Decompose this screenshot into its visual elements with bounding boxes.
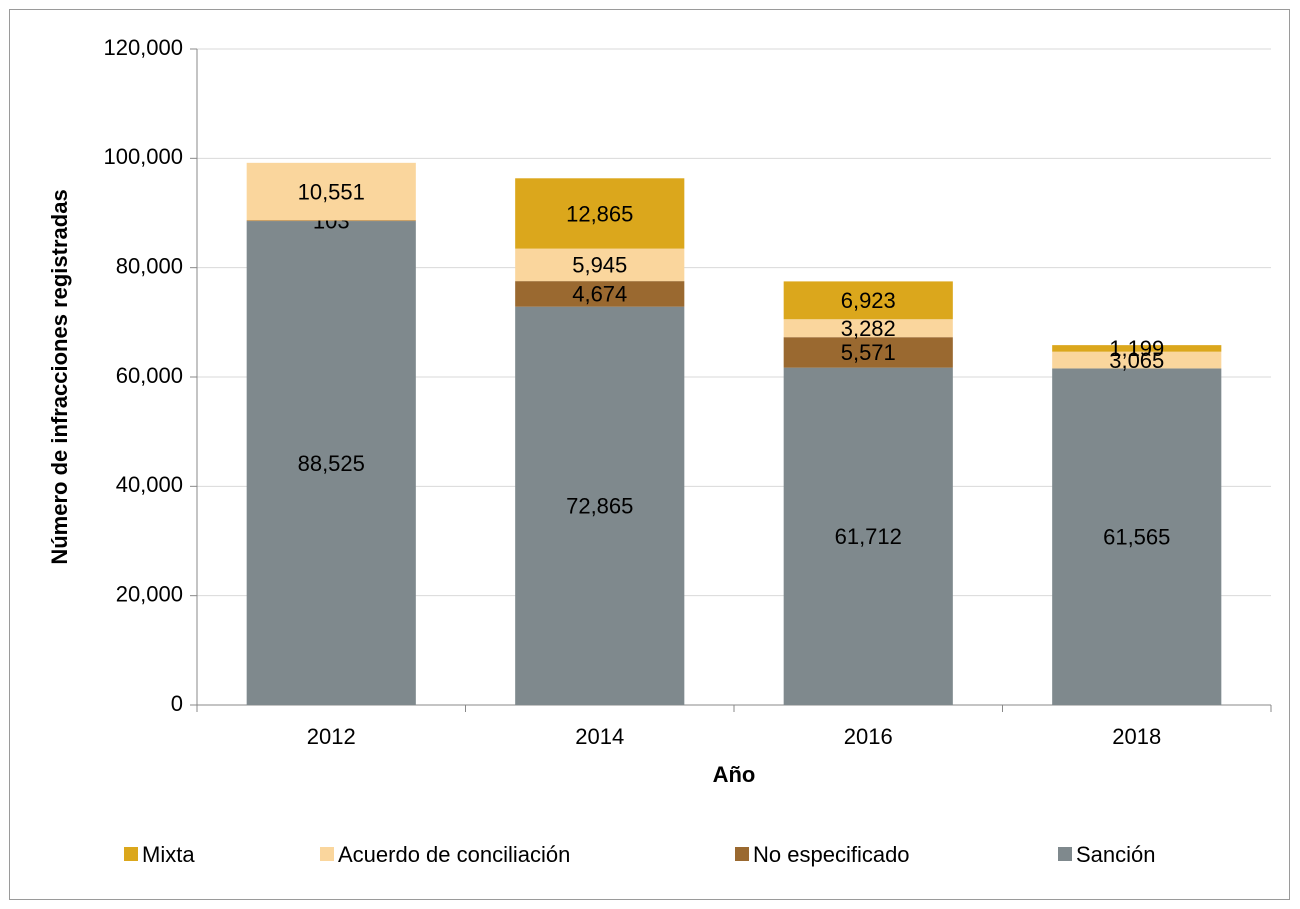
x-tick-label: 2016 [844,724,893,749]
data-label: 72,865 [566,494,633,519]
bar-segment [1052,368,1222,705]
legend-label: Sanción [1076,842,1156,867]
y-tick-label: 80,000 [116,253,183,278]
data-label: 3,282 [841,316,896,341]
data-label: 10,551 [298,179,365,204]
y-tick-label: 60,000 [116,363,183,388]
legend-swatch [1058,847,1072,861]
legend-label: Mixta [142,842,195,867]
bar-segment [783,337,953,368]
data-label: 1,199 [1109,336,1164,361]
data-label: 6,923 [841,288,896,313]
y-tick-label: 40,000 [116,472,183,497]
bar-segment [783,281,953,320]
bar-segment [515,281,685,307]
legend-swatch [320,847,334,861]
bar-segment [246,162,416,221]
legend-swatch [735,847,749,861]
data-label: 5,571 [841,340,896,365]
legend-swatch [124,847,138,861]
data-label: 61,712 [835,524,902,549]
x-tick-label: 2018 [1112,724,1161,749]
bar-segment [515,306,685,705]
y-tick-label: 0 [171,691,183,716]
y-tick-label: 20,000 [116,581,183,606]
legend-label: No especificado [753,842,910,867]
bar-segment [1052,345,1222,352]
bar-segment [246,221,416,705]
data-label: 88,525 [298,451,365,476]
bar-segment [1052,351,1222,369]
bar-segment [246,220,416,222]
data-label: 5,945 [572,253,627,278]
x-axis-title: Año [713,762,756,787]
data-label: 61,565 [1103,525,1170,550]
bar-segment [783,319,953,338]
x-tick-label: 2012 [307,724,356,749]
x-tick-label: 2014 [575,724,624,749]
y-axis-title: Número de infracciones registradas [47,189,72,564]
legend-label: Acuerdo de conciliación [338,842,570,867]
bar-segment [515,178,685,249]
data-label: 4,674 [572,282,627,307]
bar-segment [515,248,685,282]
y-tick-label: 120,000 [103,35,183,60]
bar-segment [783,367,953,705]
y-tick-label: 100,000 [103,144,183,169]
data-label: 12,865 [566,201,633,226]
data-label: 3,065 [1109,348,1164,373]
